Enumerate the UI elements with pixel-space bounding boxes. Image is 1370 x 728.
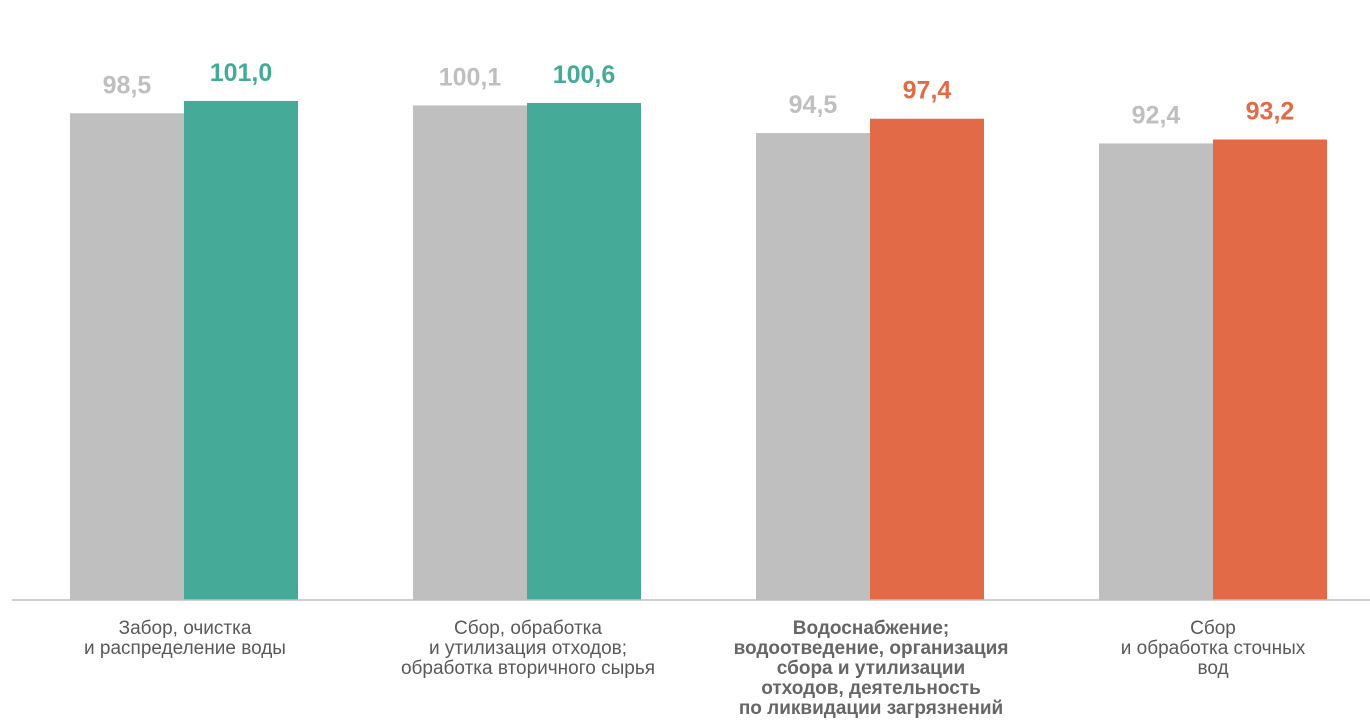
category-label-2: Сбор, обработка и утилизация отходов; обра… xyxy=(363,619,693,679)
bar-2-current xyxy=(527,103,641,600)
bar-3-current xyxy=(870,119,984,600)
category-label-line: Забор, очистка xyxy=(20,619,350,639)
bar-1-current xyxy=(184,101,298,600)
category-label-line: Сбор, обработка xyxy=(363,619,693,639)
value-label-1-current: 101,0 xyxy=(210,59,273,87)
category-label-line: и распределение воды xyxy=(20,639,350,659)
value-label-4-current: 93,2 xyxy=(1246,97,1295,125)
bar-4-previous xyxy=(1099,143,1213,600)
value-label-3-previous: 94,5 xyxy=(789,91,838,119)
category-label-4: Сбор и обработка сточных вод xyxy=(1048,619,1370,679)
value-label-2-current: 100,6 xyxy=(553,61,616,89)
category-label-line: обработка вторичного сырья xyxy=(363,659,693,679)
category-label-line: и обработка сточных xyxy=(1048,639,1370,659)
category-label-line: и утилизация отходов; xyxy=(363,639,693,659)
category-label-line: водоотведение, организация xyxy=(706,639,1036,659)
bar-3-previous xyxy=(756,133,870,600)
category-label-line: сбора и утилизации xyxy=(706,659,1036,679)
bar-1-previous xyxy=(70,113,184,600)
category-label-line: Водоснабжение; xyxy=(706,619,1036,639)
category-label-1: Забор, очистка и распределение воды xyxy=(20,619,350,659)
category-label-line: по ликвидации загрязнений xyxy=(706,699,1036,719)
category-label-3: Водоснабжение; водоотведение, организация… xyxy=(706,619,1036,719)
value-label-2-previous: 100,1 xyxy=(439,63,502,91)
bars-group xyxy=(70,101,1327,600)
bar-4-current xyxy=(1213,139,1327,600)
bar-2-previous xyxy=(413,105,527,600)
value-label-1-previous: 98,5 xyxy=(103,71,152,99)
value-label-3-current: 97,4 xyxy=(903,77,952,105)
category-label-line: вод xyxy=(1048,659,1370,679)
value-label-4-previous: 92,4 xyxy=(1132,101,1181,129)
category-label-line: отходов, деятельность xyxy=(706,679,1036,699)
category-label-line: Сбор xyxy=(1048,619,1370,639)
